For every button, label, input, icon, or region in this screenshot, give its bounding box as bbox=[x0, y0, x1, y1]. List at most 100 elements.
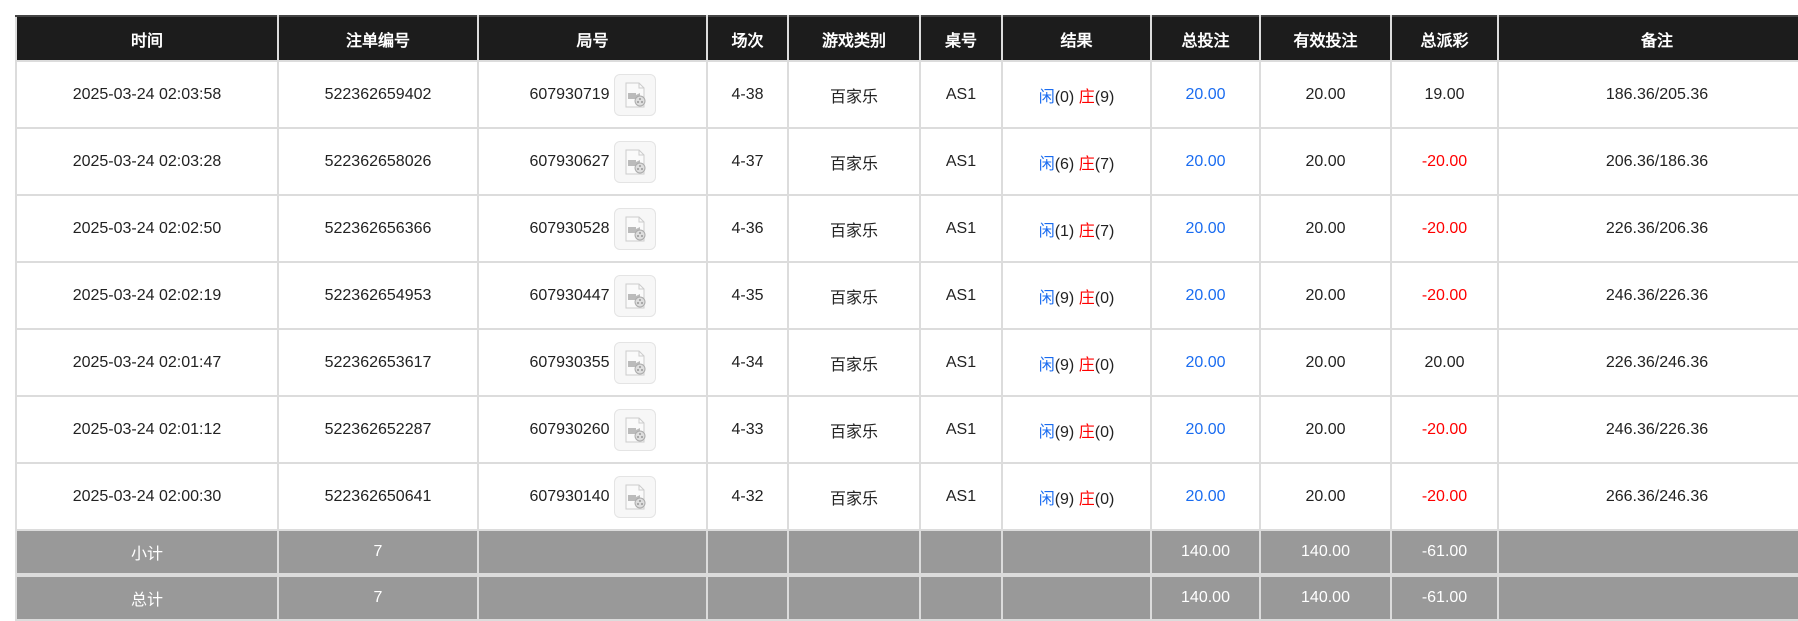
banker-label: 庄 bbox=[1078, 222, 1095, 240]
valid-bet-cell: 20.00 bbox=[1259, 328, 1392, 397]
player-label: 闲 bbox=[1038, 155, 1055, 173]
valid-bet-cell: 20.00 bbox=[1259, 261, 1392, 330]
session-cell: 4-36 bbox=[706, 194, 789, 263]
payout-cell: -20.00 bbox=[1390, 395, 1499, 464]
empty-cell bbox=[706, 573, 789, 621]
valid-bet-cell: 20.00 bbox=[1259, 462, 1392, 531]
time-cell: 2025-03-24 02:02:19 bbox=[15, 261, 279, 330]
game-type-cell: 百家乐 bbox=[787, 127, 921, 196]
column-header: 结果 bbox=[1001, 15, 1152, 62]
column-header: 游戏类别 bbox=[787, 15, 921, 62]
note-cell: 186.36/205.36 bbox=[1497, 60, 1798, 129]
total-bet-cell[interactable]: 20.00 bbox=[1150, 194, 1261, 263]
bet-id-cell: 522362653617 bbox=[277, 328, 479, 397]
round-cell: 607930260 bbox=[477, 395, 708, 464]
empty-cell bbox=[1497, 529, 1798, 576]
player-score: (9) bbox=[1054, 423, 1075, 441]
column-header: 总派彩 bbox=[1390, 15, 1499, 62]
time-cell: 2025-03-24 02:01:47 bbox=[15, 328, 279, 397]
player-score: (9) bbox=[1054, 490, 1075, 508]
total-label: 小计 bbox=[15, 529, 279, 576]
total-bet-cell[interactable]: 20.00 bbox=[1150, 328, 1261, 397]
result-cell: 闲(6) 庄(7) bbox=[1001, 127, 1152, 196]
round-number: 607930260 bbox=[529, 420, 610, 438]
banker-score: (0) bbox=[1094, 423, 1115, 441]
player-label: 闲 bbox=[1038, 222, 1055, 240]
table-number-cell: AS1 bbox=[919, 328, 1003, 397]
table-row: 2025-03-24 02:00:30 522362650641 6079301… bbox=[15, 462, 1798, 531]
total-bet-cell[interactable]: 20.00 bbox=[1150, 261, 1261, 330]
video-replay-icon[interactable] bbox=[613, 274, 656, 317]
column-header: 桌号 bbox=[919, 15, 1003, 62]
payout-cell: -20.00 bbox=[1390, 127, 1499, 196]
banker-label: 庄 bbox=[1078, 88, 1095, 106]
table-number-cell: AS1 bbox=[919, 395, 1003, 464]
result-cell: 闲(9) 庄(0) bbox=[1001, 462, 1152, 531]
result-cell: 闲(0) 庄(9) bbox=[1001, 60, 1152, 129]
total-bet-cell[interactable]: 20.00 bbox=[1150, 60, 1261, 129]
banker-score: (7) bbox=[1094, 222, 1115, 240]
video-replay-icon[interactable] bbox=[613, 341, 656, 384]
round-cell: 607930528 bbox=[477, 194, 708, 263]
round-cell: 607930447 bbox=[477, 261, 708, 330]
valid-bet-cell: 20.00 bbox=[1259, 395, 1392, 464]
game-type-cell: 百家乐 bbox=[787, 462, 921, 531]
video-replay-icon[interactable] bbox=[613, 475, 656, 518]
table-number-cell: AS1 bbox=[919, 60, 1003, 129]
column-header: 局号 bbox=[477, 15, 708, 62]
note-cell: 246.36/226.36 bbox=[1497, 261, 1798, 330]
result-cell: 闲(9) 庄(0) bbox=[1001, 261, 1152, 330]
table-number-cell: AS1 bbox=[919, 462, 1003, 531]
player-score: (0) bbox=[1054, 88, 1075, 106]
result-cell: 闲(1) 庄(7) bbox=[1001, 194, 1152, 263]
note-cell: 226.36/206.36 bbox=[1497, 194, 1798, 263]
session-cell: 4-34 bbox=[706, 328, 789, 397]
column-header: 时间 bbox=[15, 15, 279, 62]
note-cell: 226.36/246.36 bbox=[1497, 328, 1798, 397]
player-label: 闲 bbox=[1038, 490, 1055, 508]
result-cell: 闲(9) 庄(0) bbox=[1001, 328, 1152, 397]
player-score: (6) bbox=[1054, 155, 1075, 173]
bet-id-cell: 522362659402 bbox=[277, 60, 479, 129]
table-number-cell: AS1 bbox=[919, 127, 1003, 196]
payout-cell: -20.00 bbox=[1390, 462, 1499, 531]
game-type-cell: 百家乐 bbox=[787, 194, 921, 263]
video-replay-icon[interactable] bbox=[613, 73, 656, 116]
round-cell: 607930355 bbox=[477, 328, 708, 397]
payout-sum: -61.00 bbox=[1390, 529, 1499, 576]
total-bet-cell[interactable]: 20.00 bbox=[1150, 127, 1261, 196]
time-cell: 2025-03-24 02:03:58 bbox=[15, 60, 279, 129]
video-replay-icon[interactable] bbox=[613, 408, 656, 451]
payout-cell: 20.00 bbox=[1390, 328, 1499, 397]
round-number: 607930355 bbox=[529, 353, 610, 371]
empty-cell bbox=[477, 529, 708, 576]
total-bet-cell[interactable]: 20.00 bbox=[1150, 462, 1261, 531]
video-replay-icon[interactable] bbox=[613, 207, 656, 250]
empty-cell bbox=[1001, 529, 1152, 576]
video-replay-icon[interactable] bbox=[613, 140, 656, 183]
session-cell: 4-37 bbox=[706, 127, 789, 196]
total-bet-sum: 140.00 bbox=[1150, 529, 1261, 576]
valid-bet-cell: 20.00 bbox=[1259, 194, 1392, 263]
column-header: 总投注 bbox=[1150, 15, 1261, 62]
total-bet-cell[interactable]: 20.00 bbox=[1150, 395, 1261, 464]
empty-cell bbox=[1497, 573, 1798, 621]
note-cell: 246.36/226.36 bbox=[1497, 395, 1798, 464]
payout-sum: -61.00 bbox=[1390, 573, 1499, 621]
payout-cell: -20.00 bbox=[1390, 261, 1499, 330]
banker-score: (0) bbox=[1094, 289, 1115, 307]
column-header: 注单编号 bbox=[277, 15, 479, 62]
banker-label: 庄 bbox=[1078, 289, 1095, 307]
grand-total-row: 总计 7 140.00 140.00 -61.00 bbox=[15, 573, 1798, 621]
table-number-cell: AS1 bbox=[919, 261, 1003, 330]
session-cell: 4-33 bbox=[706, 395, 789, 464]
table-row: 2025-03-24 02:01:12 522362652287 6079302… bbox=[15, 395, 1798, 464]
round-number: 607930719 bbox=[529, 85, 610, 103]
round-number: 607930447 bbox=[529, 286, 610, 304]
time-cell: 2025-03-24 02:02:50 bbox=[15, 194, 279, 263]
payout-cell: -20.00 bbox=[1390, 194, 1499, 263]
empty-cell bbox=[787, 573, 921, 621]
time-cell: 2025-03-24 02:01:12 bbox=[15, 395, 279, 464]
table-row: 2025-03-24 02:03:58 522362659402 6079307… bbox=[15, 60, 1798, 129]
game-type-cell: 百家乐 bbox=[787, 60, 921, 129]
